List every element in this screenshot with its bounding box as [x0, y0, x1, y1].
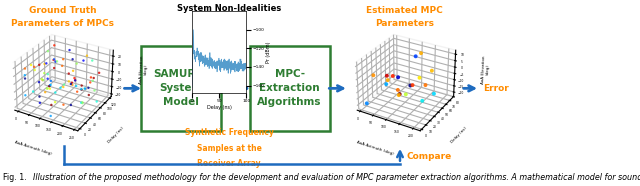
FancyBboxPatch shape — [141, 46, 221, 131]
Text: Fig. 1.: Fig. 1. — [3, 173, 27, 182]
Text: Model: Model — [163, 97, 199, 107]
Text: Samples at the: Samples at the — [196, 144, 262, 153]
Text: Parameters: Parameters — [375, 19, 435, 28]
Text: Compare: Compare — [406, 152, 452, 161]
Text: MPC-: MPC- — [275, 69, 305, 79]
Y-axis label: Pr (dBm): Pr (dBm) — [266, 41, 271, 63]
Text: Estimated MPC: Estimated MPC — [367, 6, 443, 15]
Text: System Non-Idealities: System Non-Idealities — [177, 4, 281, 13]
Text: Ground Truth: Ground Truth — [29, 6, 96, 15]
Text: Algorithms: Algorithms — [257, 97, 322, 107]
X-axis label: Delay (ns): Delay (ns) — [207, 105, 232, 110]
FancyBboxPatch shape — [250, 46, 330, 131]
X-axis label: AoA Azimuth (deg): AoA Azimuth (deg) — [13, 140, 52, 156]
Y-axis label: Delay (ns): Delay (ns) — [450, 126, 467, 144]
Text: Receiver Array: Receiver Array — [197, 159, 261, 168]
Text: Illustration of the proposed methodology for the development and evaluation of M: Illustration of the proposed methodology… — [28, 173, 640, 182]
Y-axis label: Delay (ns): Delay (ns) — [108, 126, 125, 144]
Text: Parameters of MPCs: Parameters of MPCs — [11, 19, 114, 28]
Text: Extraction: Extraction — [259, 83, 320, 93]
X-axis label: AoA Azimuth (deg): AoA Azimuth (deg) — [356, 140, 394, 156]
Text: Synthetic Frequency: Synthetic Frequency — [185, 129, 273, 137]
Text: SAMURAI: SAMURAI — [154, 69, 208, 79]
Text: Error: Error — [483, 84, 509, 93]
Text: System: System — [159, 83, 202, 93]
